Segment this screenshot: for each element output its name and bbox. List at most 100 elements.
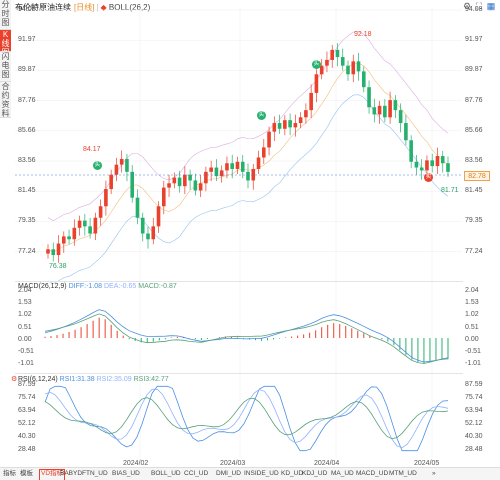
macd-label-left: 1.02 — [18, 311, 32, 319]
candle-body — [156, 206, 161, 227]
rsi-label-right: 52.12 — [465, 420, 483, 427]
indicator-tab[interactable]: VD指标 — [39, 469, 66, 480]
indicator-tab[interactable]: 指标 — [3, 470, 16, 477]
price_axis-label-right: 87.76 — [465, 96, 483, 104]
price_axis-label-right: 81.45 — [465, 187, 483, 195]
candle-body — [251, 168, 256, 181]
candle-body — [114, 164, 119, 175]
rsi2-line — [44, 388, 449, 449]
panel-divider — [15, 281, 463, 282]
candle-body — [277, 123, 282, 129]
candle-body — [335, 49, 340, 58]
price_axis-label-left: 81.45 — [18, 187, 36, 195]
rsi2-value: RSI2:35.09 — [96, 376, 132, 383]
candle-body — [304, 110, 308, 118]
indicator-tab[interactable]: DMI_UD — [216, 470, 241, 477]
candle-body — [261, 147, 266, 158]
rsi-panel — [44, 385, 449, 452]
current-price-box: 82.78 — [464, 171, 490, 181]
rsi-label-right: 87.59 — [465, 381, 483, 388]
buy-marker[interactable]: 买 — [312, 60, 321, 69]
candle-body — [351, 61, 356, 75]
candle-body — [425, 160, 429, 171]
indicator-tab[interactable]: BABYDFTN_UD — [60, 470, 108, 477]
candle-body — [361, 71, 366, 88]
macd-label-right: 1.53 — [465, 299, 479, 307]
candle-body — [56, 243, 61, 256]
rsi3-line — [44, 397, 449, 440]
candle-body — [272, 123, 277, 132]
tab-flash[interactable]: 闪电图 — [0, 52, 11, 82]
tab-contract-info[interactable]: 合约资料 — [0, 82, 11, 118]
candle-body — [193, 180, 198, 191]
rsi-title[interactable]: RSI(6,12,24) — [18, 376, 58, 383]
candle-body — [235, 161, 240, 169]
candle-body — [267, 131, 271, 148]
indicator-tab[interactable]: MACD_UD — [356, 470, 389, 477]
macd-title[interactable]: MACD(26,12,9) — [18, 283, 67, 290]
settings-icon[interactable]: ⚙ — [462, 1, 472, 11]
price_axis-label-left: 94.08 — [18, 6, 36, 13]
buy-marker[interactable]: 买 — [257, 111, 266, 120]
macd-dea-value: DEA:-0.65 — [104, 283, 137, 290]
candlesticks — [46, 43, 450, 263]
x-axis-label: 2024/05 — [414, 460, 440, 467]
indicator-tab[interactable]: BOLL_UD — [151, 470, 181, 477]
buy-marker[interactable]: 买 — [93, 161, 102, 170]
x-axis-label: 2024/02 — [123, 460, 149, 467]
grid-icon[interactable]: ▦ — [486, 1, 496, 11]
instrument-name: 布伦特原油连续 — [15, 3, 71, 12]
boll-label[interactable]: BOLL(26,2) — [108, 3, 151, 12]
rsi-label-left: 75.74 — [18, 394, 36, 401]
candle-body — [319, 65, 324, 75]
candle-body — [446, 163, 450, 172]
indicator-tab[interactable]: 模板 — [20, 470, 33, 477]
more-tabs-icon[interactable]: » — [432, 470, 436, 477]
period-label[interactable]: [日线] — [74, 3, 95, 12]
x-axis-label: 2024/03 — [220, 460, 246, 467]
macd-value: MACD:-0.87 — [138, 283, 177, 290]
indicator-tab[interactable]: CCI_UD — [184, 470, 209, 477]
rsi-label-left: 52.12 — [18, 420, 36, 427]
indicator-tab[interactable]: BIAS_UD — [112, 470, 140, 477]
candle-body — [77, 220, 82, 228]
candle-body — [388, 100, 392, 118]
rsi3-value: RSI3:42.77 — [133, 376, 169, 383]
indicator-settings-icon[interactable]: ⚙ — [11, 376, 18, 383]
candle-body — [51, 249, 56, 256]
candle-body — [188, 174, 192, 181]
indicator-tab[interactable]: KDJ_UD — [302, 470, 328, 477]
low-label-1: 76.38 — [49, 263, 67, 270]
fullscreen-icon[interactable]: ⛶ — [475, 1, 483, 11]
candle-body — [440, 156, 445, 164]
candle-body — [372, 107, 377, 115]
macd-panel — [44, 309, 449, 364]
macd-label-right: -0.51 — [465, 348, 481, 355]
candle-body — [419, 167, 424, 171]
candle-body — [367, 87, 371, 108]
indicator-tab[interactable]: MA_UD — [331, 470, 354, 477]
price_axis-label-right: 79.35 — [465, 217, 483, 225]
indicator-tab[interactable]: KD_UD — [281, 470, 304, 477]
macd-label-right: 0.51 — [465, 323, 479, 331]
indicator-tab[interactable]: INSIDE_UD — [244, 470, 279, 477]
candle-body — [209, 167, 213, 172]
low-label-2: 81.71 — [441, 187, 459, 194]
candle-body — [183, 174, 187, 187]
indicator-tab[interactable]: MTM_UD — [389, 470, 417, 477]
rsi-label-right: 40.30 — [465, 433, 483, 440]
price_axis-label-left: 87.76 — [18, 96, 36, 104]
indicator-arrow-icon[interactable]: ◆ — [100, 3, 107, 12]
candle-body — [314, 74, 319, 93]
candle-body — [172, 177, 177, 184]
candle-body — [198, 183, 203, 191]
price_axis-label-right: 94.08 — [465, 6, 483, 13]
macd-label-left: 0.00 — [18, 335, 32, 343]
price_axis-label-left: 79.35 — [18, 217, 36, 225]
candle-body — [61, 236, 66, 244]
candle-body — [67, 236, 71, 240]
sell-marker[interactable]: 卖 — [424, 173, 433, 182]
tab-timeshare[interactable]: 分时图 — [0, 0, 11, 30]
candle-body — [204, 171, 208, 184]
